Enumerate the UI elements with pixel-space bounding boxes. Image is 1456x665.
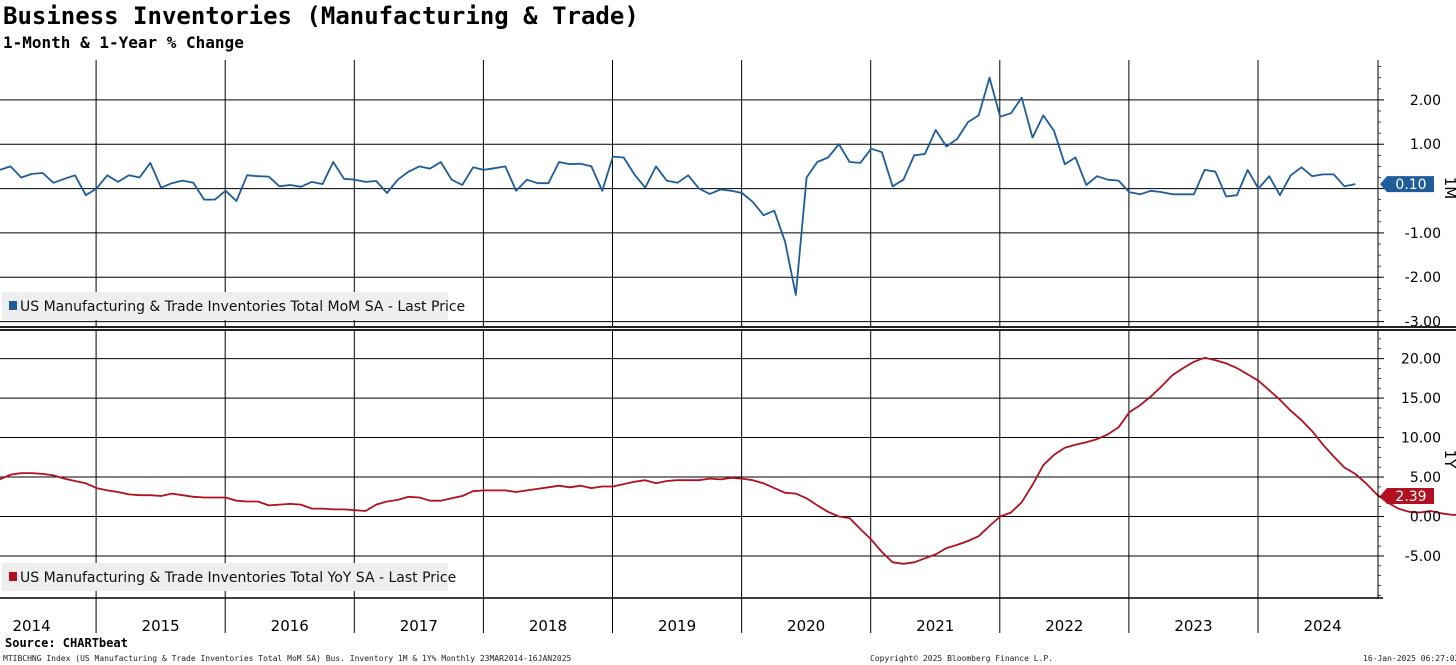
legend-text: US Manufacturing & Trade Inventories Tot… — [20, 299, 465, 315]
x-tick-label: 2024 — [1303, 617, 1341, 635]
series-line-1M — [0, 76, 1356, 296]
last-value-label: 2.39 — [1395, 489, 1426, 505]
y-tick-label: 10.00 — [1401, 431, 1441, 447]
y-tick-label: 1.00 — [1410, 137, 1441, 153]
footer-ticker-info: MTIBCHNG Index (US Manufacturing & Trade… — [3, 654, 572, 663]
y-tick-label: 2.00 — [1410, 93, 1441, 109]
x-tick-label: 2016 — [271, 617, 309, 635]
last-value-label: 0.10 — [1395, 177, 1426, 193]
legend-swatch — [9, 301, 17, 310]
footer-copyright: Copyright© 2025 Bloomberg Finance L.P. — [870, 654, 1054, 663]
legend-text: US Manufacturing & Trade Inventories Tot… — [20, 570, 456, 586]
source-note: Source: CHARTbeat — [5, 636, 128, 650]
x-tick-label: 2014 — [12, 617, 50, 635]
legend-box — [2, 292, 448, 320]
y-tick-label: 15.00 — [1401, 391, 1441, 407]
y-tick-label: 20.00 — [1401, 352, 1441, 368]
x-tick-label: 2021 — [916, 617, 954, 635]
x-tick-label: 2023 — [1174, 617, 1212, 635]
y-tick-label: 0.00 — [1410, 509, 1441, 525]
x-tick-label: 2020 — [787, 617, 825, 635]
panel-label: 1M — [1441, 177, 1456, 200]
y-tick-label: -1.00 — [1405, 226, 1441, 242]
footer-timestamp: 16-Jan-2025 06:27:02 — [1363, 654, 1456, 663]
x-tick-label: 2017 — [400, 617, 438, 635]
last-value-tag — [1380, 487, 1434, 504]
x-tick-label: 2018 — [529, 617, 567, 635]
last-value-tag — [1380, 176, 1434, 193]
y-tick-label: -5.00 — [1405, 549, 1441, 565]
chart-title: Business Inventories (Manufacturing & Tr… — [3, 2, 639, 30]
panel-label: 1Y — [1441, 450, 1456, 470]
x-tick-label: 2022 — [1045, 617, 1083, 635]
y-tick-label: -2.00 — [1405, 270, 1441, 286]
x-tick-label: 2019 — [658, 617, 696, 635]
legend-box — [2, 563, 448, 591]
x-tick-label: 2015 — [142, 617, 180, 635]
series-line-1Y — [0, 356, 1456, 565]
legend-swatch — [9, 572, 17, 581]
y-tick-label: 5.00 — [1410, 470, 1441, 486]
chart-subtitle: 1-Month & 1-Year % Change — [3, 33, 244, 52]
